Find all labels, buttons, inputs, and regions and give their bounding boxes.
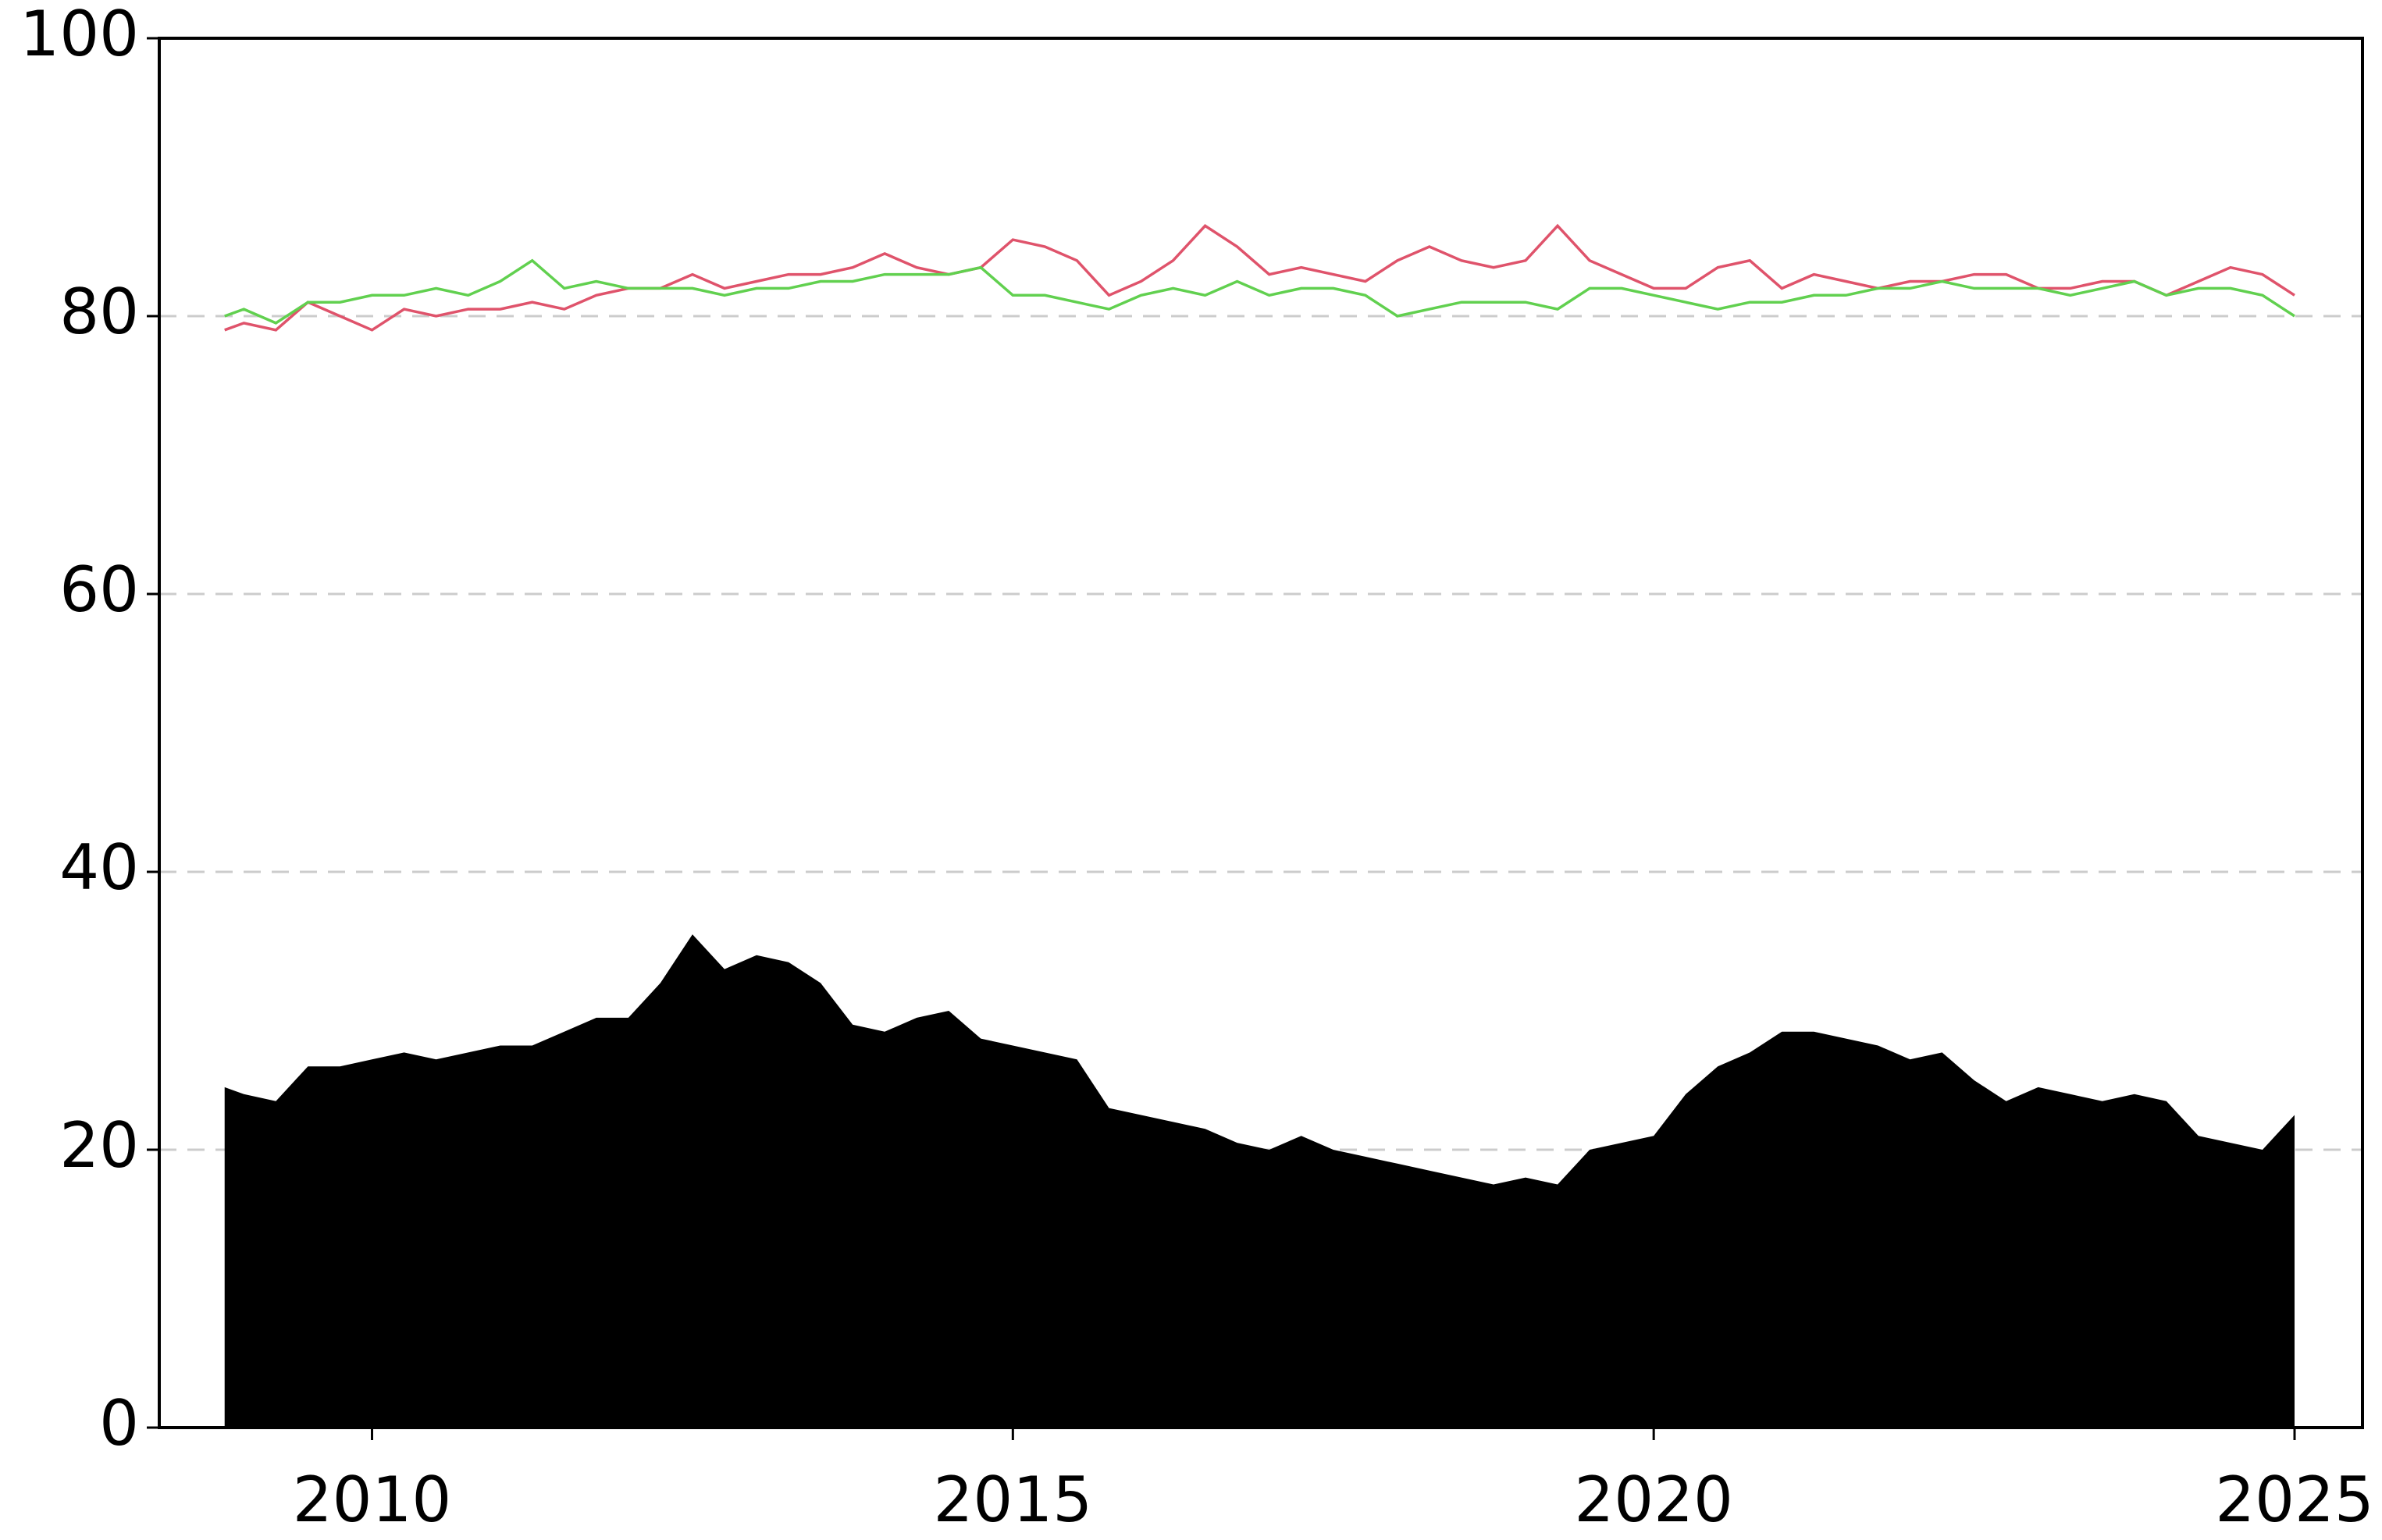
plot-frame — [158, 37, 2364, 1429]
x-tick-label: 2020 — [1574, 1464, 1733, 1536]
y-tick-label: 80 — [59, 276, 139, 348]
x-tick-label: 2010 — [293, 1464, 452, 1536]
y-tick-label: 100 — [20, 0, 139, 70]
line — [224, 258, 2295, 325]
x-tick-label: 2025 — [2215, 1464, 2374, 1536]
y-tick-label: 40 — [59, 831, 139, 904]
y-tick-label: 60 — [59, 553, 139, 626]
area — [224, 934, 2295, 1428]
x-tick-label: 2015 — [934, 1464, 1093, 1536]
y-tick-label: 0 — [99, 1387, 139, 1460]
line — [224, 223, 2295, 332]
y-tick-label: 20 — [59, 1109, 139, 1182]
